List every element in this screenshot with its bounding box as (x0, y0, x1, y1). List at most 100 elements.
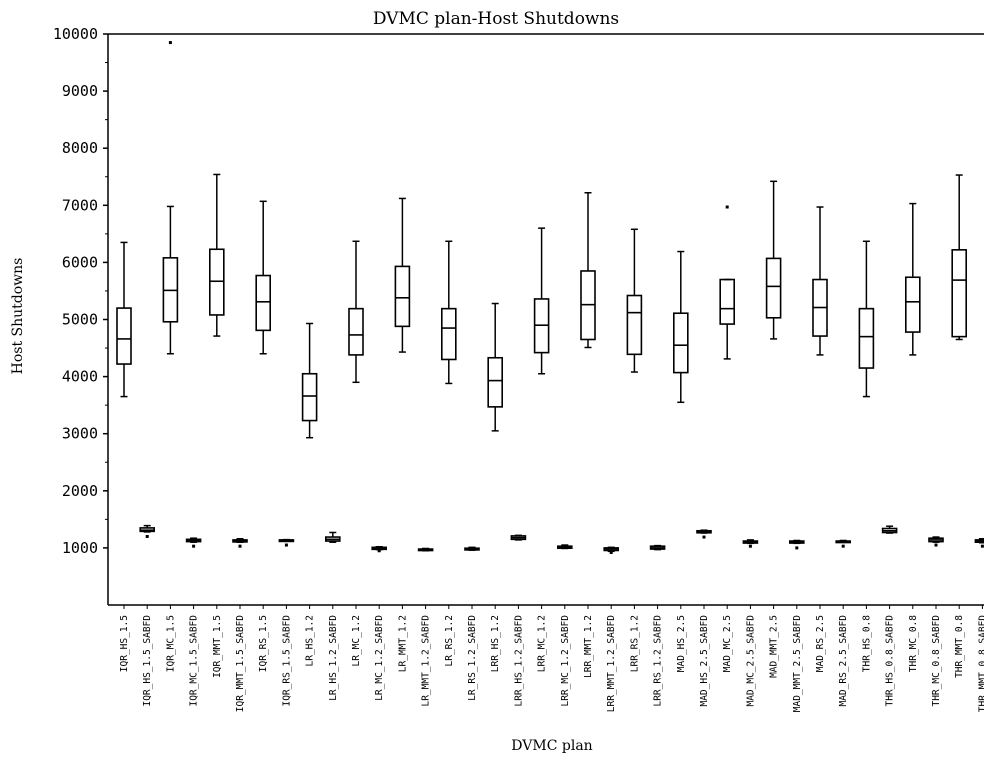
x-tick-label: IQR_MC_1.5 (165, 615, 176, 672)
box-LRR_RS_1.2_SABFD (649, 544, 666, 551)
box-LRR_HS_1.2_SABFD (510, 534, 527, 541)
box-MAD_MC_2.5_SABFD (742, 539, 759, 548)
x-tick-label: LR_RS_1.2 (444, 615, 455, 666)
box-LRR_HS_1.2 (487, 302, 504, 432)
y-tick-label: 4000 (62, 368, 98, 386)
iqr-box (904, 276, 921, 333)
x-tick-label: MAD_MMT_2.5 (769, 615, 780, 678)
iqr-box (348, 307, 364, 356)
box-IQR_HS_1.5_SABFD (139, 524, 155, 538)
box-LR_MMT_1.2_SABFD (417, 547, 434, 552)
outlier-point (841, 544, 845, 548)
box-LRR_RS_1.2 (626, 228, 643, 373)
outlier-point (609, 550, 613, 554)
box-LR_HS_1.2 (301, 322, 318, 439)
x-tick-label: THR_HS_0.8_SABFD (885, 615, 896, 707)
box-LR_MC_1.2 (348, 240, 364, 384)
x-tick-label: THR_MMT_0.8_SABFD (977, 615, 984, 713)
x-tick-label: LRR_RS_1.2 (629, 615, 640, 672)
box-LR_MMT_1.2 (394, 197, 411, 353)
box-IQR_MMT_1.5_SABFD (232, 538, 248, 548)
box-MAD_RS_2.5_SABFD (835, 539, 852, 548)
x-tick-label: LRR_MC_1.2 (537, 615, 548, 672)
x-tick-label: THR_MMT_0.8 (954, 615, 965, 678)
box-LR_RS_1.2_SABFD (464, 546, 480, 551)
y-tick-label: 8000 (62, 139, 98, 157)
box-LRR_MC_1.2_SABFD (556, 544, 573, 550)
iqr-box (626, 294, 643, 356)
iqr-box (487, 356, 504, 408)
box-IQR_MMT_1.5 (209, 173, 225, 337)
box-MAD_RS_2.5 (812, 206, 828, 356)
y-tick-label: 9000 (62, 82, 98, 100)
x-tick-label: LR_MC_1.2 (351, 615, 362, 666)
outlier-point (377, 549, 381, 553)
iqr-box (672, 312, 689, 374)
box-LRR_MC_1.2 (533, 227, 550, 375)
iqr-box (765, 257, 782, 319)
x-tick-label: MAD_MC_2.5_SABFD (745, 615, 756, 707)
x-tick-label: LRR_RS_1.2_SABFD (653, 615, 664, 707)
box-LR_RS_1.2 (440, 240, 457, 385)
box-IQR_MC_1.5 (162, 41, 179, 355)
x-tick-label: LRR_MMT_1.2_SABFD (606, 615, 617, 713)
y-tick-label: 5000 (62, 311, 98, 329)
x-tick-label: IQR_MMT_1.5 (212, 615, 223, 678)
x-tick-label: IQR_MMT_1.5_SABFD (235, 615, 246, 713)
y-tick-label: 1000 (62, 539, 98, 557)
iqr-box (301, 372, 318, 422)
outlier-point (145, 534, 149, 538)
box-IQR_HS_1.5 (116, 241, 132, 398)
iqr-box (116, 307, 132, 365)
box-THR_HS_0.8_SABFD (881, 525, 898, 534)
x-tick-label: LRR_MMT_1.2 (583, 615, 594, 678)
x-tick-label: MAD_MC_2.5 (722, 615, 733, 672)
outlier-point (725, 205, 729, 209)
outlier-point (980, 544, 984, 548)
box-LR_HS_1.2_SABFD (324, 531, 341, 543)
x-tick-label: IQR_HS_1.5_SABFD (142, 615, 153, 707)
x-tick-label: THR_MC_0.8 (908, 615, 919, 672)
box-IQR_RS_1.5 (255, 200, 272, 355)
y-tick-label: 2000 (62, 482, 98, 500)
outlier-point (238, 544, 242, 548)
x-tick-label: LRR_HS_1.2 (490, 615, 501, 672)
x-tick-label: IQR_RS_1.5_SABFD (281, 615, 292, 707)
iqr-box (394, 265, 411, 328)
x-tick-label: LRR_HS_1.2_SABFD (513, 615, 524, 707)
outlier-point (702, 535, 706, 539)
x-tick-label: THR_HS_0.8 (861, 615, 872, 672)
box-MAD_MMT_2.5_SABFD (788, 539, 805, 550)
y-axis-label: Host Shutdowns (10, 258, 26, 375)
x-tick-label: LR_MMT_1.2_SABFD (421, 615, 432, 707)
box-IQR_MC_1.5_SABFD (185, 537, 202, 548)
y-tick-label: 6000 (62, 253, 98, 271)
x-tick-label: MAD_RS_2.5 (815, 615, 826, 672)
box-IQR_RS_1.5_SABFD (278, 538, 295, 547)
box-MAD_MMT_2.5 (765, 180, 782, 340)
box-THR_MC_0.8_SABFD (928, 536, 944, 547)
outlier-point (192, 544, 196, 548)
x-tick-label: MAD_HS_2.5_SABFD (699, 615, 710, 707)
box-THR_MMT_0.8_SABFD (974, 538, 984, 548)
iqr-box (255, 274, 272, 332)
iqr-box (209, 248, 225, 316)
iqr-box (440, 307, 457, 361)
y-ticks: 1000 2000 3000 4000 5000 6000 7000 8000 9000 1000… (53, 25, 108, 557)
y-tick-label: 10000 (53, 25, 98, 43)
outlier-point (168, 41, 172, 45)
box-MAD_MC_2.5 (719, 205, 736, 360)
x-tick-label: LRR_MC_1.2_SABFD (560, 615, 571, 707)
x-tick-label: LR_MMT_1.2 (397, 615, 408, 672)
x-tick-label: THR_MC_0.8_SABFD (931, 615, 942, 707)
box-LRR_MMT_1.2 (580, 191, 596, 349)
y-tick-label: 3000 (62, 425, 98, 443)
boxes (116, 41, 984, 554)
x-ticks: IQR_HS_1.5 IQR_HS_1.5_SABFD IQR_MC_1.5 IQR_… (119, 605, 984, 712)
box-MAD_HS_2.5_SABFD (696, 529, 712, 539)
y-tick-label: 7000 (62, 196, 98, 214)
x-tick-label: LR_MC_1.2_SABFD (374, 615, 385, 701)
box-THR_HS_0.8 (858, 240, 875, 398)
